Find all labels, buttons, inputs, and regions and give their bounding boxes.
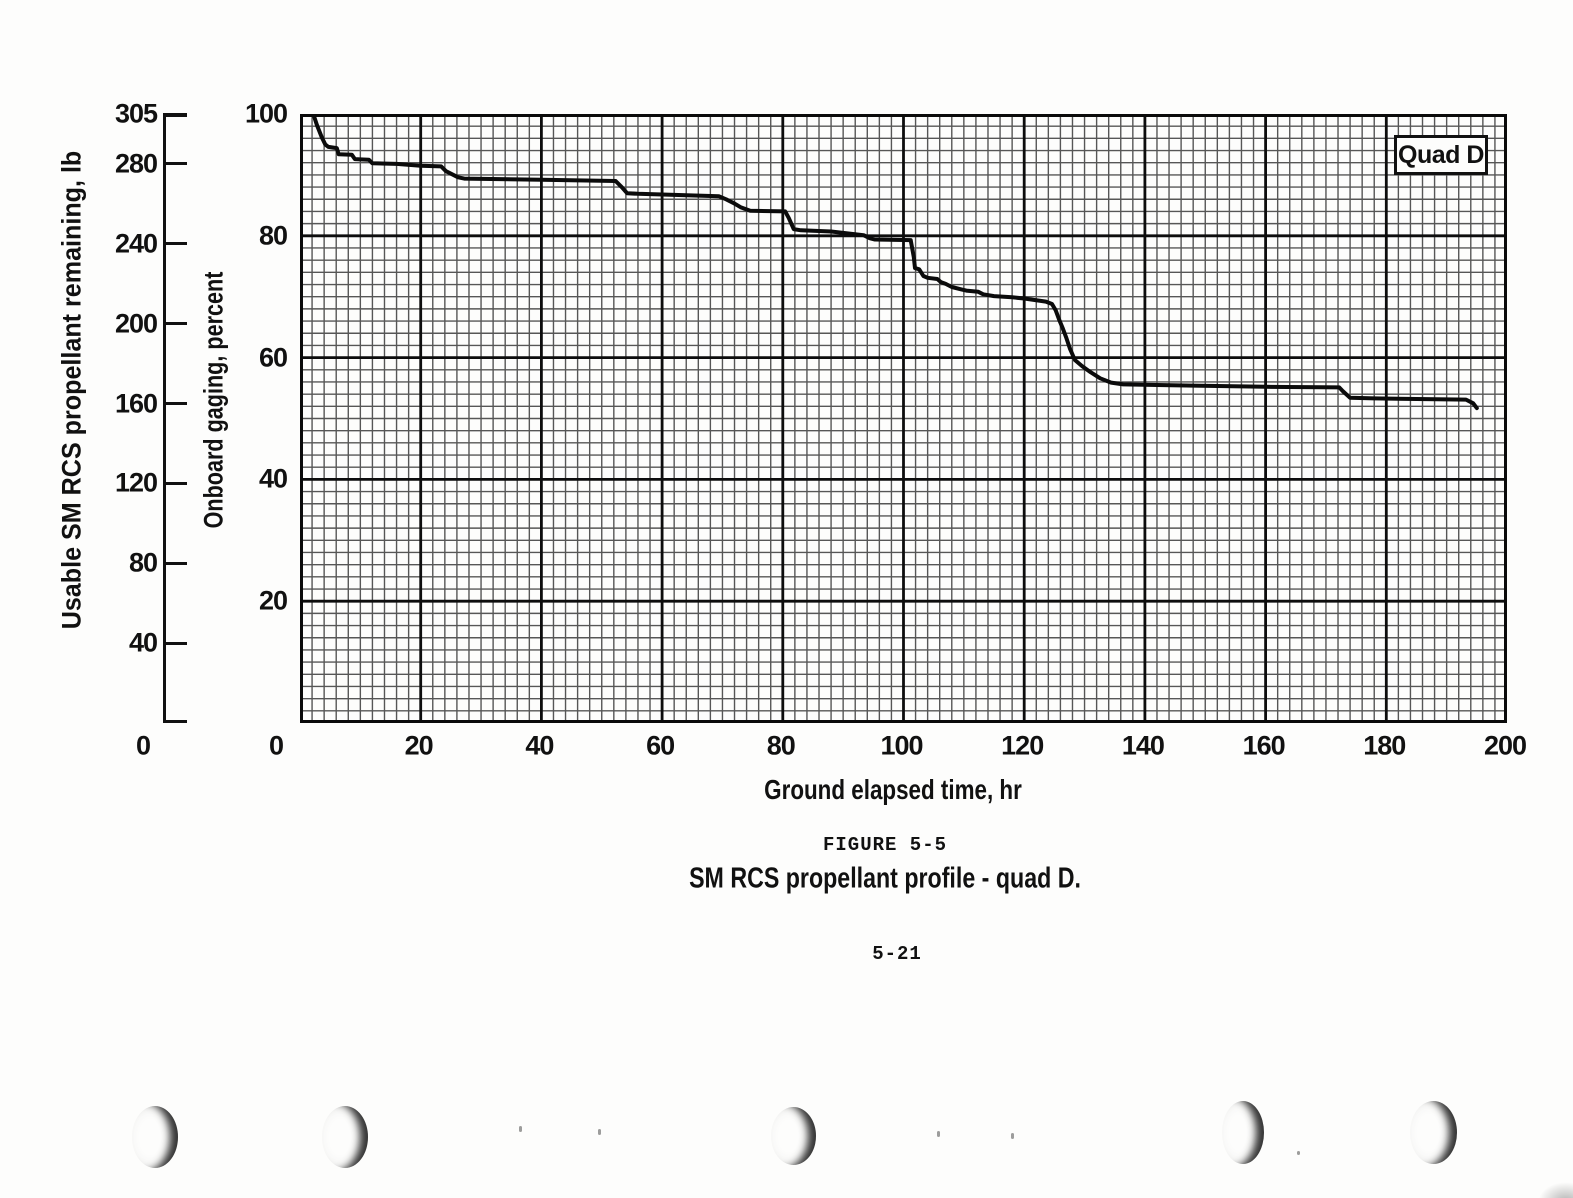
scan-artifact-speck [598,1129,601,1135]
series-legend-label: Quad D [1398,140,1484,169]
scan-artifact-crescent [322,1106,368,1168]
x-tick-label-20: 20 [404,730,434,761]
figure-caption: SM RCS propellant profile - quad D. [640,863,1130,896]
figure-caption-text: SM RCS propellant profile - quad D. [689,862,1081,895]
scan-artifact-speck [937,1131,940,1137]
lb-axis-tick-200 [163,322,187,326]
lb-axis-tick-bottom [163,720,187,723]
lb-tick-label-305: 305 [114,98,158,129]
scan-artifact-crescent [771,1107,816,1165]
lb-tick-label-0: 0 [135,730,151,761]
figure-number: FIGURE 5-5 [822,834,948,856]
x-tick-label-0: 0 [268,730,284,761]
lb-axis-tick-120 [163,481,187,485]
page-number: 5-21 [872,943,922,965]
scan-artifact-crescent [1222,1101,1264,1164]
scan-artifact-smudge [1538,1182,1573,1198]
x-tick-label-120: 120 [1001,730,1044,761]
lb-axis-tick-240 [163,242,187,246]
x-tick-label-40: 40 [525,730,554,761]
lb-axis-tick-top [163,114,187,117]
lb-axis-title: Usable SM RCS propellant remaining, lb [57,133,88,648]
x-tick-label-140: 140 [1121,730,1165,761]
lb-tick-label-280: 280 [114,148,158,179]
lb-axis-tick-160 [163,402,187,406]
pct-tick-label-40: 40 [258,463,288,494]
x-axis-title: Ground elapsed time, hr [732,774,1054,806]
x-tick-label-180: 180 [1363,730,1406,761]
lb-tick-label-80: 80 [128,547,158,578]
pct-tick-label-20: 20 [258,585,288,616]
scan-artifact-speck [1297,1151,1300,1155]
scan-artifact-crescent [1410,1101,1457,1164]
series-legend-box: Quad D [1394,135,1488,175]
scan-artifact-crescent [132,1106,178,1168]
percent-axis-title: Onboard gaging, percent [199,239,230,560]
scan-artifact-speck [519,1126,522,1132]
x-tick-label-160: 160 [1242,730,1286,761]
pct-tick-label-60: 60 [258,342,288,373]
propellant-curve [311,114,1479,411]
lb-tick-label-120: 120 [114,467,158,498]
pct-tick-label-100: 100 [244,98,288,129]
scan-artifact-speck [1011,1133,1014,1139]
lb-tick-label-160: 160 [114,388,158,419]
x-tick-label-60: 60 [646,730,675,761]
pct-tick-label-80: 80 [258,220,288,251]
lb-axis-tick-280 [163,162,187,166]
plot-svg [300,114,1507,723]
lb-tick-label-40: 40 [128,627,158,658]
grid-major [300,114,1507,723]
x-tick-label-200: 200 [1483,730,1527,761]
x-tick-label-100: 100 [880,730,923,761]
lb-axis-tick-40 [163,641,187,645]
x-axis-title-text: Ground elapsed time, hr [764,774,1022,805]
lb-tick-label-240: 240 [114,228,158,259]
percent-axis-title-text: Onboard gaging, percent [198,271,229,529]
lb-axis-line [163,114,166,723]
lb-axis-title-text: Usable SM RCS propellant remaining, lb [56,150,87,630]
lb-axis-tick-80 [163,561,187,565]
x-tick-label-80: 80 [766,730,796,761]
lb-tick-label-200: 200 [114,308,158,339]
plot-border [300,114,1507,723]
